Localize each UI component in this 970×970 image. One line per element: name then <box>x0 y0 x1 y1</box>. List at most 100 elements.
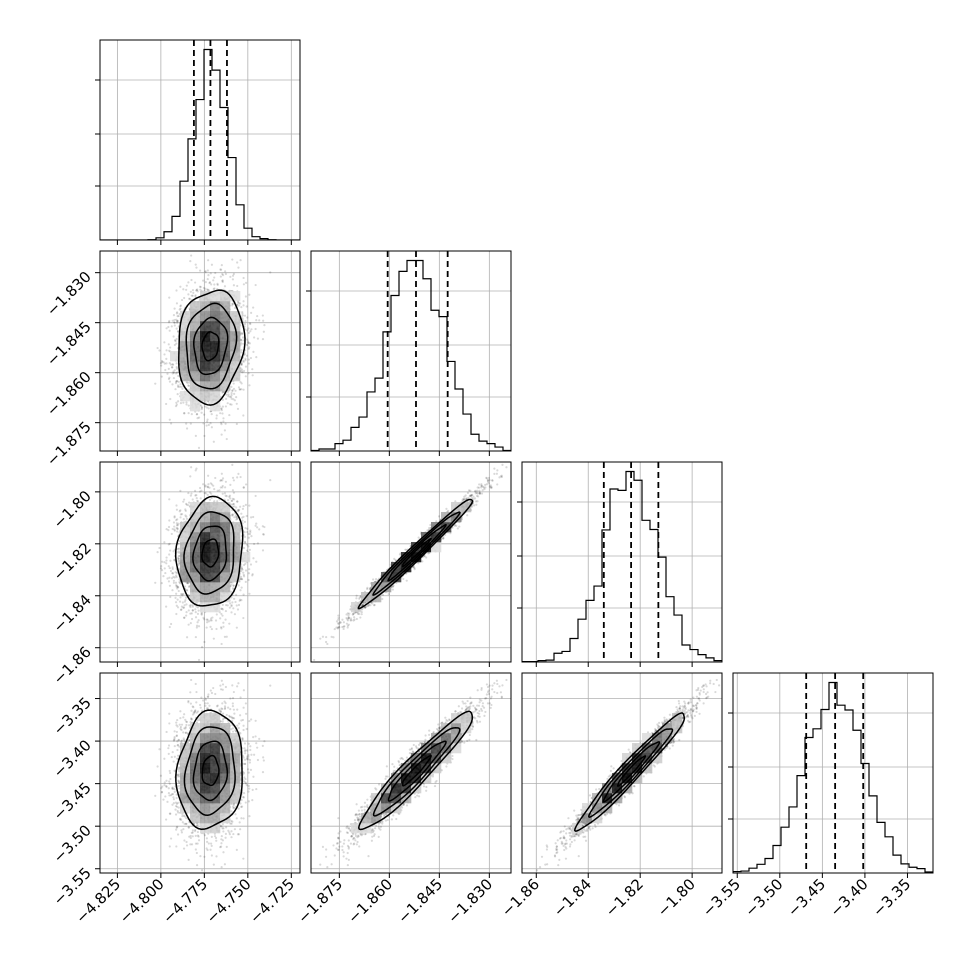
sample-point <box>231 513 234 516</box>
contour-1-0-0 <box>201 331 220 362</box>
sample-point <box>173 576 176 579</box>
sample-point <box>199 288 202 291</box>
sample-point <box>478 483 481 486</box>
sample-point <box>160 359 164 363</box>
sample-point <box>261 549 265 552</box>
sample-point <box>231 505 235 508</box>
sample-point <box>176 606 180 609</box>
sample-point <box>241 332 244 336</box>
sample-point <box>466 514 469 517</box>
sample-point <box>173 343 176 347</box>
sample-point <box>244 483 248 486</box>
sample-point <box>241 336 245 339</box>
sample-point <box>233 613 237 616</box>
density-cell <box>200 522 211 533</box>
scatter-1-0 <box>154 254 272 449</box>
sample-point <box>249 530 252 534</box>
sample-point <box>250 311 253 314</box>
sample-point <box>244 375 247 378</box>
sample-point <box>355 597 358 600</box>
sample-point <box>199 285 202 289</box>
sample-point <box>242 486 245 489</box>
sample-point <box>241 314 245 317</box>
sample-point <box>190 466 193 469</box>
sample-point <box>176 315 179 318</box>
sample-point <box>186 381 189 385</box>
sample-point <box>180 593 183 596</box>
sample-point <box>442 536 445 540</box>
sample-point <box>381 597 384 601</box>
density-cell <box>210 602 221 613</box>
sample-point <box>185 515 188 518</box>
sample-point <box>235 518 238 521</box>
sample-point <box>207 474 210 477</box>
sample-point <box>223 635 227 638</box>
density-cell <box>230 291 241 302</box>
sample-point <box>255 318 258 322</box>
sample-point <box>195 605 198 608</box>
sample-point <box>236 261 239 264</box>
sample-point <box>228 413 231 417</box>
sample-point <box>176 598 179 601</box>
sample-point <box>223 285 227 288</box>
sample-point <box>478 489 481 492</box>
sample-point <box>225 495 228 498</box>
panel-0-0 <box>95 39 301 245</box>
sample-point <box>171 372 174 375</box>
sample-point <box>442 537 445 540</box>
sample-point <box>169 397 172 401</box>
sample-point <box>240 363 243 366</box>
sample-point <box>173 528 176 531</box>
sample-point <box>240 349 243 352</box>
sample-point <box>175 592 178 595</box>
sample-point <box>205 626 208 629</box>
sample-point <box>248 532 252 536</box>
sample-point <box>206 486 209 489</box>
sample-point <box>228 622 231 625</box>
sample-point <box>239 598 242 601</box>
sample-point <box>185 517 189 520</box>
sample-point <box>178 582 182 585</box>
sample-point <box>347 616 350 619</box>
sample-point <box>225 604 228 607</box>
sample-point <box>236 500 239 503</box>
sample-point <box>175 380 178 383</box>
sample-point <box>165 605 168 608</box>
sample-point <box>194 434 197 437</box>
sample-point <box>208 281 212 284</box>
sample-point <box>240 382 243 385</box>
sample-point <box>239 388 242 391</box>
sample-point <box>243 323 247 326</box>
sample-point <box>206 277 209 281</box>
sample-point <box>223 492 227 495</box>
sample-point <box>207 407 210 410</box>
sample-point <box>343 625 346 628</box>
sample-point <box>358 597 361 600</box>
sample-point <box>230 499 234 502</box>
sample-point <box>241 568 244 571</box>
sample-point <box>199 486 202 490</box>
density-cell <box>190 381 201 392</box>
sample-point <box>256 337 260 340</box>
sample-point <box>241 312 244 315</box>
density-cell <box>220 552 231 563</box>
sample-point <box>220 607 223 610</box>
sample-point <box>210 263 214 266</box>
sample-point <box>224 609 228 613</box>
sample-point <box>183 296 186 300</box>
sample-point <box>174 574 178 577</box>
sample-point <box>398 553 402 556</box>
sample-point <box>176 587 179 590</box>
sample-point <box>240 512 243 515</box>
sample-point <box>231 513 235 516</box>
sample-point <box>174 596 177 599</box>
y-tick-label-2-1: −1.84 <box>50 591 95 636</box>
sample-point <box>234 600 237 604</box>
sample-point <box>247 545 250 548</box>
density-cell <box>210 391 221 402</box>
sample-point <box>196 500 200 503</box>
sample-point <box>230 385 233 388</box>
sample-point <box>192 291 195 295</box>
sample-point <box>224 494 227 497</box>
sample-point <box>203 491 206 495</box>
